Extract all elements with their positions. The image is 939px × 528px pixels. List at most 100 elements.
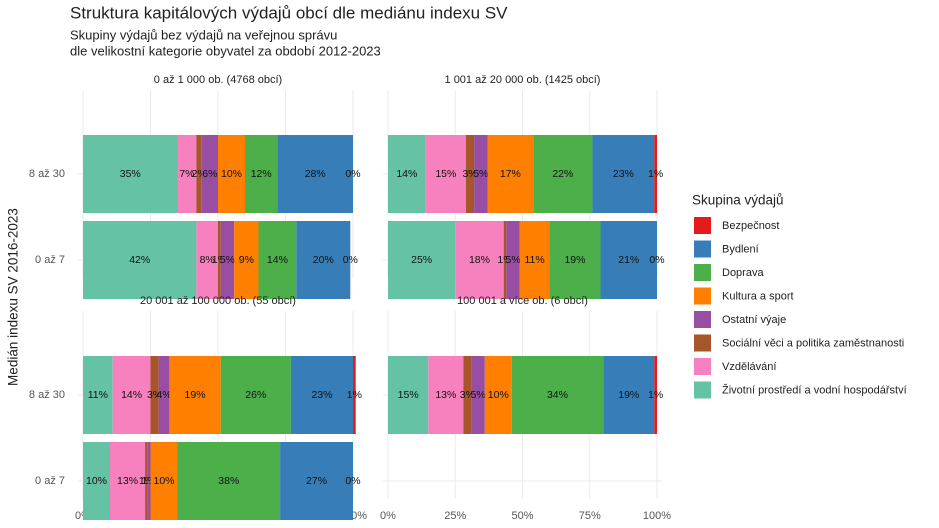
legend-swatch: [694, 287, 711, 305]
y-tick-label: 0 až 7: [35, 254, 65, 266]
data-label: 3%: [462, 168, 477, 180]
data-label: 0%: [343, 254, 358, 266]
facet-title: 100 001 a více ob. (6 obcí): [457, 295, 588, 307]
bar-segment: [654, 356, 657, 434]
bar-segment: [388, 135, 426, 213]
legend-title: Skupina výdajů: [692, 193, 784, 208]
legend-swatch: [694, 311, 711, 328]
x-tick-label: 0%: [380, 510, 396, 522]
bar-segment: [220, 221, 235, 299]
data-label: 4%: [156, 389, 171, 401]
y-tick-label: 0 až 7: [35, 475, 65, 487]
bar-segment: [455, 221, 504, 299]
bar-segment: [471, 356, 485, 434]
legend-swatch: [694, 334, 711, 352]
data-label: 28%: [305, 168, 326, 180]
x-tick-label: 75%: [579, 510, 601, 522]
data-label: 6%: [202, 168, 217, 180]
bar-segment: [196, 135, 202, 213]
x-tick-label: 100%: [643, 510, 671, 522]
data-label: 20%: [313, 254, 334, 266]
data-label: 0%: [345, 168, 360, 180]
bar-segment: [549, 221, 601, 299]
data-label: 5%: [505, 254, 520, 266]
legend-label: Životní prostředí a vodní hospodářství: [722, 383, 907, 396]
bar-segment: [201, 135, 218, 213]
bar-segment: [296, 221, 351, 299]
data-label: 3%: [147, 389, 162, 401]
legend-swatch: [694, 240, 711, 258]
facet-title: 0 až 1 000 ob. (4768 obcí): [154, 74, 282, 86]
bar-segment: [388, 356, 429, 434]
bar-segment: [218, 221, 221, 299]
bar-segment: [196, 221, 218, 299]
facet-title: 1 001 až 20 000 ob. (1425 obcí): [445, 74, 601, 86]
y-axis-label: Medián indexu SV 2016-2023: [6, 208, 21, 386]
data-label: 5%: [220, 254, 235, 266]
data-label: 19%: [185, 389, 206, 401]
bar-segment: [388, 221, 456, 299]
bar-segment: [245, 135, 278, 213]
data-label: 25%: [411, 254, 432, 266]
data-label: 14%: [267, 254, 288, 266]
data-label: 15%: [398, 389, 419, 401]
bar-segment: [484, 356, 512, 434]
data-label: 9%: [239, 254, 254, 266]
bar-segment: [234, 221, 259, 299]
legend-swatch: [694, 264, 711, 281]
bar-segment: [158, 356, 170, 434]
legend-label: Doprava: [722, 267, 764, 279]
data-label: 14%: [121, 389, 142, 401]
bar-segment: [112, 356, 151, 434]
data-label: 19%: [618, 389, 639, 401]
chart-subtitle: Skupiny výdajů bez výdajů na veřejnou sp…: [70, 27, 337, 42]
data-label: 26%: [245, 389, 266, 401]
data-label: 11%: [524, 254, 544, 266]
data-label: 10%: [221, 168, 242, 180]
bar-segment: [277, 135, 353, 213]
bar-segment: [177, 442, 281, 520]
legend-label: Ostatní výaje: [722, 314, 786, 326]
bar-segment: [83, 356, 113, 434]
bar-segment: [83, 135, 178, 213]
legend-swatch: [694, 217, 711, 234]
data-label: 14%: [396, 168, 417, 180]
chart-title: Struktura kapitálových výdajů obcí dle m…: [70, 3, 508, 22]
bar-segment: [654, 135, 657, 213]
data-label: 10%: [153, 475, 174, 487]
bar-segment: [145, 442, 148, 520]
bar-segment: [511, 356, 604, 434]
bar-segment: [425, 135, 467, 213]
bar-segment: [258, 221, 297, 299]
data-label: 0%: [649, 254, 664, 266]
bar-segment: [290, 356, 353, 434]
data-label: 7%: [179, 168, 194, 180]
data-label: 23%: [311, 389, 332, 401]
legend-label: Bezpečnost: [722, 220, 779, 232]
bar-segment: [487, 135, 534, 213]
legend-swatch: [694, 381, 711, 399]
y-tick-label: 8 až 30: [29, 168, 65, 180]
data-label: 11%: [88, 389, 108, 401]
facet-title: 20 001 až 100 000 ob. (55 obcí): [140, 295, 296, 307]
data-label: 0%: [345, 475, 360, 487]
data-label: 1%: [648, 168, 663, 180]
data-label: 17%: [500, 168, 521, 180]
data-label: 35%: [120, 168, 141, 180]
bar-segment: [150, 356, 159, 434]
bar-segment: [218, 135, 245, 213]
bar-segment: [519, 221, 550, 299]
data-label: 3%: [460, 389, 475, 401]
chart-subtitle: dle velikostní kategorie obyvatel za obd…: [70, 43, 381, 58]
bar-segment: [169, 356, 221, 434]
bar-segment: [150, 442, 178, 520]
legend-label: Vzdělávání: [722, 361, 776, 373]
bar-segment: [177, 135, 197, 213]
data-label: 12%: [251, 168, 272, 180]
data-label: 19%: [564, 254, 585, 266]
bar-segment: [428, 356, 464, 434]
x-tick-label: 25%: [444, 510, 466, 522]
bar-segment: [603, 356, 655, 434]
data-label: 38%: [218, 475, 239, 487]
